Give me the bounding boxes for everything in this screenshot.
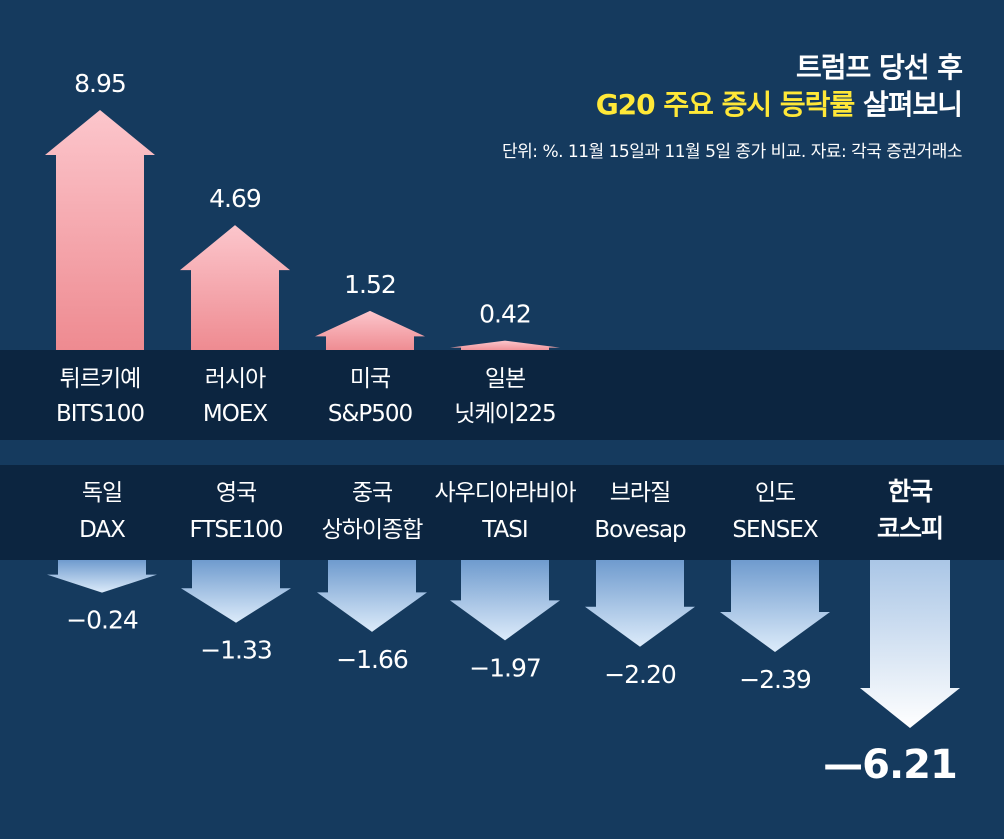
- bar-1-arrow: [45, 110, 155, 352]
- bar-7-country: 중국: [352, 480, 392, 506]
- chart-title-rest: 살펴보니: [854, 88, 962, 121]
- bar-3-value: 1.52: [344, 270, 396, 299]
- bar-11-country: 한국: [888, 477, 933, 506]
- bar-1-value: 8.95: [74, 69, 126, 98]
- bar-7-value: −1.66: [336, 645, 408, 674]
- bar-5-arrow: [47, 560, 157, 593]
- bar-11-value: —6.21: [823, 742, 957, 788]
- chart-labels: 8.95 튀르키예 BITS100 4.69 러시아 MOEX 1.52 미국 S&P500 0.…: [56, 69, 958, 788]
- bar-2-value: 4.69: [209, 184, 261, 213]
- bar-5-value: −0.24: [66, 606, 138, 635]
- chart-title-line1: 트럼프 당선 후: [796, 51, 962, 84]
- bar-8-value: −1.97: [469, 653, 541, 682]
- bar-4-arrow: [450, 340, 560, 352]
- bar-3-arrow: [315, 310, 425, 352]
- bar-4-country: 일본: [485, 366, 525, 392]
- bar-6-arrow: [181, 560, 291, 623]
- bar-8-arrow: [450, 560, 560, 641]
- bar-5-index: DAX: [79, 517, 126, 543]
- bar-5-country: 독일: [82, 480, 122, 506]
- chart-title-highlight: G20 주요 증시 등락률: [596, 88, 855, 121]
- bar-10-value: −2.39: [739, 665, 811, 694]
- chart-marks: [45, 110, 960, 728]
- bar-9-arrow: [585, 560, 695, 647]
- bar-8-country: 사우디아라비아: [434, 480, 576, 506]
- bar-7-index: 상하이종합: [322, 517, 424, 543]
- label-band-positive: [0, 350, 1004, 440]
- bar-4-value: 0.42: [479, 300, 531, 329]
- bar-10-arrow: [720, 560, 830, 652]
- bar-9-value: −2.20: [604, 660, 676, 689]
- chart-title-line2: G20 주요 증시 등락률 살펴보니: [596, 88, 962, 121]
- bar-11-arrow: [860, 560, 960, 728]
- bar-2-arrow: [180, 225, 290, 352]
- bar-9-country: 브라질: [610, 480, 670, 506]
- bar-6-value: −1.33: [200, 636, 272, 665]
- bar-2-index: MOEX: [203, 401, 268, 427]
- label-band-negative: [0, 465, 1004, 560]
- bar-6-index: FTSE100: [190, 517, 283, 543]
- bar-7-arrow: [317, 560, 427, 632]
- bar-4-index: 닛케이225: [454, 401, 555, 427]
- bar-6-country: 영국: [216, 480, 256, 506]
- bar-3-country: 미국: [350, 366, 390, 392]
- bar-1-country: 튀르키예: [60, 366, 141, 392]
- bar-9-index: Bovesap: [594, 517, 686, 543]
- bar-1-index: BITS100: [56, 401, 144, 427]
- bar-10-country: 인도: [755, 480, 795, 506]
- bar-3-index: S&P500: [328, 401, 413, 427]
- chart-note: 단위: %. 11월 15일과 11월 5일 종가 비교. 자료: 각국 증권거…: [502, 142, 962, 162]
- bar-8-index: TASI: [481, 517, 527, 543]
- bar-10-index: SENSEX: [732, 517, 818, 543]
- bar-2-country: 러시아: [205, 366, 266, 392]
- bar-11-index: 코스피: [877, 514, 943, 543]
